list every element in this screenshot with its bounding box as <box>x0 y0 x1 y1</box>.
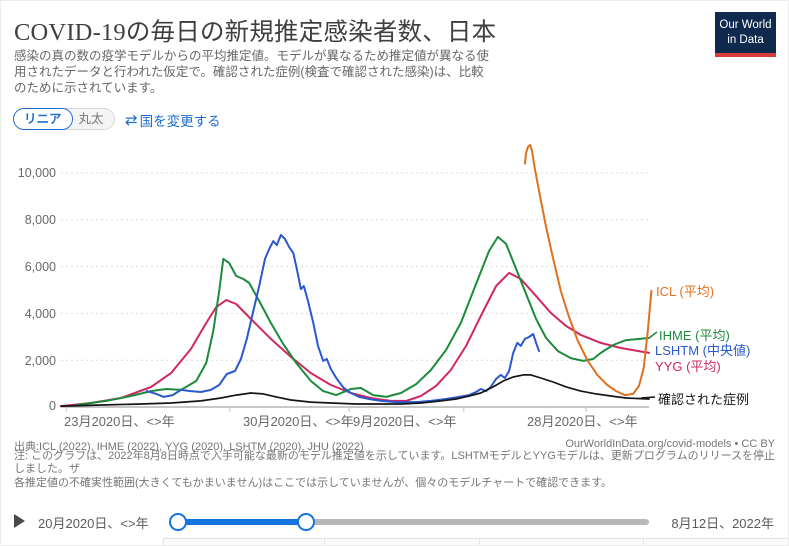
x-axis-label-2: 30月2020日、<>年 <box>243 414 354 429</box>
change-country-link[interactable]: ⇄ 国を変更する <box>125 110 221 130</box>
timeline-slider-track[interactable] <box>169 513 649 531</box>
legend-label-ihme: IHME (平均) <box>659 328 730 343</box>
x-axis-label-3: 9月2020日、<>年 <box>353 414 457 429</box>
y-axis-label-10000: 10,000 <box>17 166 56 180</box>
legend-connector-ihme <box>648 331 658 339</box>
y-axis-label-8000: 8,000 <box>24 213 56 227</box>
owid-logo-line2: in Data <box>727 33 764 46</box>
note-text-1: 注: このグラフは、2022年8月8日時点で入手可能な最新のモデル推定値を示して… <box>14 450 776 476</box>
partial-table-cell <box>643 538 788 545</box>
timeline-start-label: 20月2020日、<>年 <box>38 516 149 531</box>
log-scale-button[interactable]: 丸太 <box>62 108 115 130</box>
slider-handle-end[interactable] <box>297 513 315 531</box>
play-button[interactable] <box>14 511 30 531</box>
timeline-end-label: 8月12日、2022年 <box>671 516 774 531</box>
page-title: COVID-19の毎日の新規推定感染者数、日本 <box>14 19 497 46</box>
linear-scale-button[interactable]: リニア <box>13 108 73 130</box>
x-axis-label-1: 23月2020日、<>年 <box>64 414 175 429</box>
partial-table-cell <box>324 538 479 545</box>
play-icon <box>14 514 25 528</box>
series-line-icl <box>523 143 653 397</box>
x-axis-label-4: 28月2020日、<>年 <box>527 414 638 429</box>
owid-logo[interactable]: Our World in Data <box>715 12 776 57</box>
y-axis-label-2000: 2,000 <box>24 354 56 368</box>
legend-connector-confirmed <box>640 396 656 399</box>
legend-label-confirmed: 確認された症例 <box>658 392 750 407</box>
change-country-label: 国を変更する <box>139 114 221 129</box>
legend-label-yyg: YYG (平均) <box>655 359 721 374</box>
swap-arrows-icon: ⇄ <box>125 111 138 129</box>
owid-logo-box: Our World in Data <box>715 12 776 53</box>
partial-table-cell <box>163 538 324 545</box>
timeline-slider-fill <box>171 519 304 525</box>
attribution-text: OurWorldInData.org/covid-models • CC BY <box>565 438 775 450</box>
slider-handle-start[interactable] <box>169 513 187 531</box>
owid-logo-line1: Our World <box>719 19 772 32</box>
series-line-yyg <box>60 271 650 408</box>
partial-table-cell <box>479 538 643 545</box>
owid-logo-red-strip <box>715 53 776 57</box>
y-axis-label-0: 0 <box>49 399 56 413</box>
legend-label-icl: ICL (平均) <box>656 284 715 299</box>
note-text-2: 各推定値の不確実性範囲(大きくてもかまいません)はここでは示していませんが、個々… <box>14 477 613 489</box>
scale-toggle: リニア 丸太 <box>13 108 115 130</box>
y-axis-label-6000: 6,000 <box>24 260 56 274</box>
sources-text: 出典:ICL (2022), IHME (2022), YYG (2020), … <box>14 441 364 453</box>
series-line-lshtm <box>145 234 540 404</box>
y-axis-label-4000: 4,000 <box>24 307 56 321</box>
legend-label-lshtm: LSHTM (中央値) <box>655 343 751 358</box>
chart-subtitle: 感染の真の数の疫学モデルからの平均推定値。モデルが異なるため推定値が異なる使用さ… <box>14 49 490 95</box>
series-line-confirmed <box>60 374 650 407</box>
series-line-ihme <box>75 235 650 406</box>
partial-data-table <box>163 538 788 545</box>
